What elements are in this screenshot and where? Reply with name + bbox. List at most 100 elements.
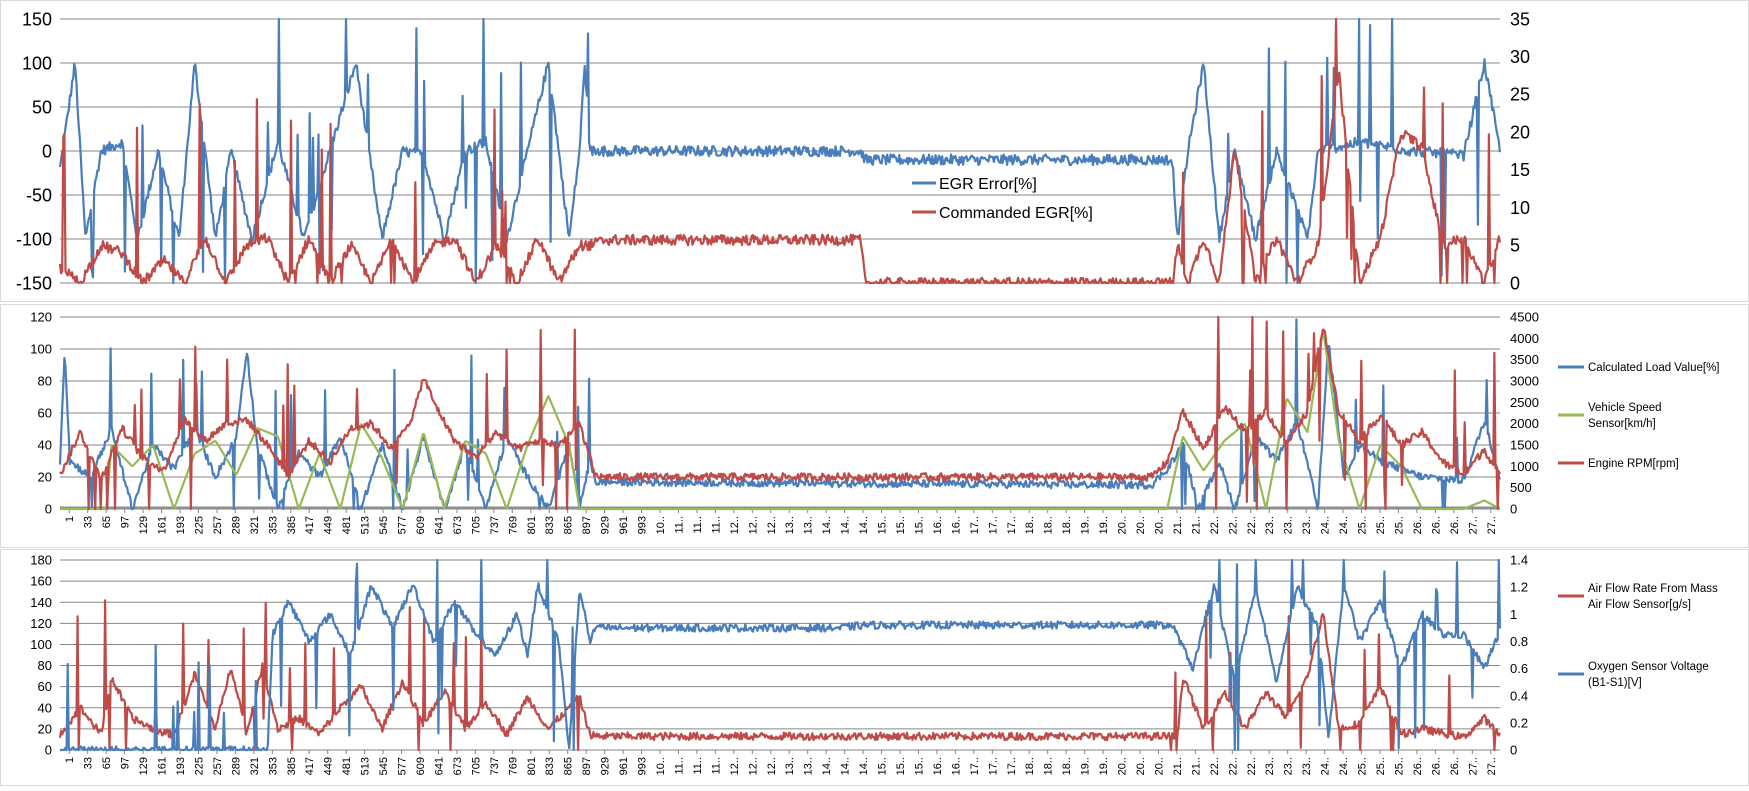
x-tick-label: 18.. xyxy=(1043,757,1055,775)
y2-tick-label: 20 xyxy=(1510,122,1530,142)
x-tick-label: 23.. xyxy=(1301,516,1313,534)
y2-tick-label: 0.8 xyxy=(1510,634,1528,649)
x-tick-label: 18.. xyxy=(1061,757,1073,775)
x-tick-label: 13.. xyxy=(784,757,796,775)
x-tick-label: 17.. xyxy=(1006,516,1018,534)
x-tick-label: 26.. xyxy=(1430,757,1442,775)
legend-label-line: Engine RPM[rpm] xyxy=(1588,458,1679,470)
x-tick-label: 24.. xyxy=(1338,757,1350,775)
x-tick-label: 13.. xyxy=(803,757,815,775)
x-tick-label: 577 xyxy=(397,516,409,534)
x-tick-label: 12.. xyxy=(747,757,759,775)
legend-label: Calculated Load Value[%] xyxy=(1588,362,1720,374)
x-tick-label: 23.. xyxy=(1264,516,1276,534)
x-tick-label: 19.. xyxy=(1080,757,1092,775)
x-tick-label: 14.. xyxy=(821,516,833,534)
y2-tick-label: 3500 xyxy=(1510,352,1539,367)
y2-tick-label: 0 xyxy=(1510,273,1520,293)
y2-tick-label: 30 xyxy=(1510,47,1530,67)
chart-panel-3: 180 160 140 120 100 80 60 40 20 0 1.4 1.2 1 0.8 0.6 0.4… xyxy=(0,549,1749,786)
x-tick-label: 129 xyxy=(138,757,150,775)
x-tick-label: 21.. xyxy=(1172,516,1184,534)
x-tick-label: 27.. xyxy=(1486,757,1498,775)
series-line-2 xyxy=(58,17,1501,285)
x-tick-label: 15.. xyxy=(877,516,889,534)
y2-tick-label: 0 xyxy=(1510,502,1517,517)
x-tick-label: 865 xyxy=(563,757,575,775)
x-tick-label: 961 xyxy=(618,516,630,534)
x-tick-label: 833 xyxy=(544,757,556,775)
x-tick-label: 19.. xyxy=(1098,516,1110,534)
x-tick-label: 23.. xyxy=(1301,757,1313,775)
legend-label-line: (B1-S1)[V] xyxy=(1588,677,1642,689)
y2-tick-label: 2000 xyxy=(1510,416,1539,431)
x-tick-label: 705 xyxy=(470,757,482,775)
x-tick-label: 129 xyxy=(138,516,150,534)
x-tick-label: 17.. xyxy=(1006,757,1018,775)
x-tick-label: 12.. xyxy=(747,516,759,534)
x-tick-label: 385 xyxy=(286,757,298,775)
y-tick-label: 50 xyxy=(32,97,52,117)
x-tick-label: 353 xyxy=(267,757,279,775)
legend-label-line: Sensor[km/h] xyxy=(1588,418,1656,430)
legend-label-line: Calculated Load Value[%] xyxy=(1588,362,1720,374)
legend-label-line: Oxygen Sensor Voltage xyxy=(1588,661,1709,673)
x-tick-label: 97 xyxy=(120,757,132,769)
x-tick-label: 545 xyxy=(378,516,390,534)
x-tick-label: 929 xyxy=(600,757,612,775)
x-tick-label: 22.. xyxy=(1209,757,1221,775)
x-tick-label: 26.. xyxy=(1449,516,1461,534)
legend-label: Engine RPM[rpm] xyxy=(1588,458,1679,470)
y2-tick-label: 3000 xyxy=(1510,374,1539,389)
x-tick-label: 673 xyxy=(452,516,464,534)
x-tick-label: 417 xyxy=(304,516,316,534)
x-tick-label: 801 xyxy=(526,757,538,775)
x-tick-label: 22.. xyxy=(1246,516,1258,534)
x-tick-label: 23.. xyxy=(1283,757,1295,775)
x-tick-label: 26.. xyxy=(1412,516,1424,534)
x-tick-label: 10.. xyxy=(655,516,667,534)
x-tick-label: 18.. xyxy=(1024,516,1036,534)
y-tick-label: 60 xyxy=(38,679,52,694)
x-tick-label: 13.. xyxy=(784,516,796,534)
x-tick-label: 257 xyxy=(212,757,224,775)
y-tick-label: 150 xyxy=(22,9,52,29)
y-tick-label: 0 xyxy=(45,502,52,517)
x-tick-label: 20.. xyxy=(1135,516,1147,534)
x-tick-label: 12.. xyxy=(766,757,778,775)
chart-panel-2: 120 100 80 60 40 20 0 4500 4000 3500 3000 2500 2000 1… xyxy=(0,304,1749,548)
x-tick-label: 27.. xyxy=(1486,516,1498,534)
series-line-1 xyxy=(58,17,1501,285)
x-tick-label: 25.. xyxy=(1375,516,1387,534)
y2-tick-label: 25 xyxy=(1510,85,1530,105)
x-tick-label: 14.. xyxy=(858,757,870,775)
x-tick-label: 481 xyxy=(341,516,353,534)
panel-frame xyxy=(0,304,1749,548)
x-tick-label: 16.. xyxy=(950,757,962,775)
x-tick-label: 15.. xyxy=(913,757,925,775)
x-tick-label: 10.. xyxy=(655,757,667,775)
x-tick-label: 97 xyxy=(120,516,132,528)
x-tick-label: 65 xyxy=(101,757,113,769)
x-tick-label: 24.. xyxy=(1338,516,1350,534)
x-tick-label: 27.. xyxy=(1467,757,1479,775)
y2-tick-label: 1500 xyxy=(1510,438,1539,453)
x-tick-label: 22.. xyxy=(1227,757,1239,775)
x-tick-label: 18.. xyxy=(1061,516,1073,534)
y2-tick-label: 35 xyxy=(1510,9,1530,29)
legend-label: Vehicle Speed Sensor[km/h] xyxy=(1588,402,1662,430)
x-tick-label: 22.. xyxy=(1209,516,1221,534)
x-tick-label: 19.. xyxy=(1098,757,1110,775)
x-tick-label: 929 xyxy=(600,516,612,534)
y2-tick-label: 15 xyxy=(1510,160,1530,180)
x-tick-label: 20.. xyxy=(1117,516,1129,534)
x-tick-label: 1 xyxy=(64,757,76,763)
x-tick-label: 225 xyxy=(193,516,205,534)
x-tick-label: 16.. xyxy=(932,757,944,775)
x-tick-label: 897 xyxy=(581,757,593,775)
x-tick-label: 11.. xyxy=(673,757,685,775)
x-tick-label: 33 xyxy=(83,516,95,528)
x-tick-label: 16.. xyxy=(932,516,944,534)
